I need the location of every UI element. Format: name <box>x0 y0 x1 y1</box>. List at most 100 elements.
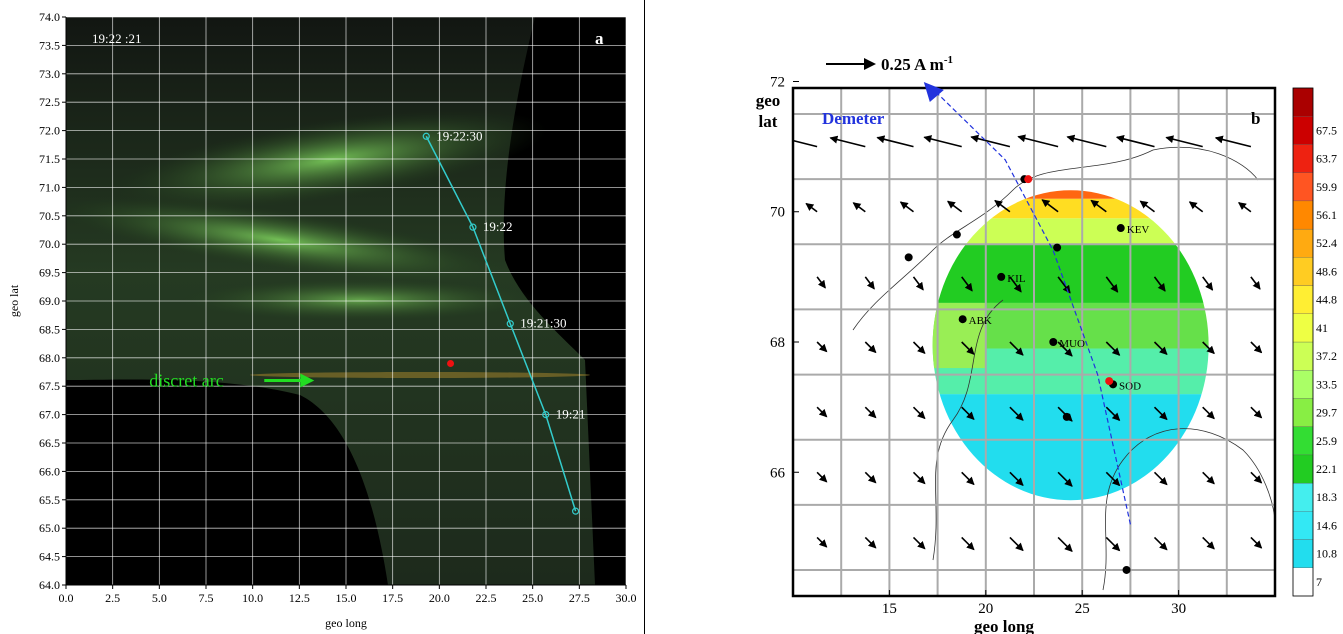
current-vector-arrow <box>864 341 877 354</box>
current-vector-arrow <box>1153 471 1168 486</box>
station-label: KIL <box>1007 273 1026 285</box>
colorbar-segment <box>1292 426 1314 456</box>
colorbar-tick-label: 63.7 <box>1316 152 1337 166</box>
colorbar-tick-label: 33.5 <box>1316 377 1337 391</box>
red-station-point <box>1024 175 1033 184</box>
scale-arrow-head <box>864 58 876 70</box>
current-vector-arrow <box>912 341 926 354</box>
y-tick-label: 73.5 <box>39 38 60 52</box>
y-tick-label: 70.0 <box>39 237 60 251</box>
colorbar-segment <box>1292 341 1314 371</box>
track-point <box>469 223 477 231</box>
colorbar-segment <box>1292 313 1314 343</box>
current-vector-arrow <box>961 276 973 292</box>
coastline <box>852 146 1275 591</box>
current-vector-arrow <box>1057 276 1071 294</box>
satellite-track-line <box>425 135 577 512</box>
current-vector-arrow <box>829 135 866 148</box>
current-vector-arrow <box>1188 201 1204 213</box>
x-tick-label: 20.0 <box>429 591 450 605</box>
current-vector-arrow <box>961 471 975 486</box>
panel-a-chart: 0.0 2.5 5.0 7.5 10.0 12.5 15.0 17.5 20.0 22.5 25.0… <box>7 10 637 630</box>
current-vector-arrow <box>1041 199 1059 213</box>
x-tick-label: 25.0 <box>522 591 543 605</box>
colorbar-tick-label: 52.4 <box>1316 236 1337 250</box>
current-vector-arrow <box>994 199 1011 213</box>
colorbar-tick-label: 56.1 <box>1316 208 1337 222</box>
y-tick-label: 64.0 <box>39 578 60 592</box>
track-arrow-head <box>923 82 944 102</box>
y-tick-label: 65.0 <box>39 521 60 535</box>
y-tick-label: 72.0 <box>39 124 60 138</box>
track-label: Demeter <box>822 109 885 128</box>
y-tick-label: 67.0 <box>39 408 60 422</box>
y-tick-label: 72.5 <box>39 95 60 109</box>
y-tick-label: 67.5 <box>39 379 60 393</box>
colorbar-tick-label: 29.7 <box>1316 406 1337 420</box>
current-vector-arrow <box>1214 135 1252 148</box>
current-vector-arrow <box>1250 341 1263 354</box>
observation-marker <box>447 359 455 367</box>
time-stamp: 19:22 :21 <box>92 31 141 46</box>
colorbar-tick-label: 14.6 <box>1316 518 1337 532</box>
current-vector-arrow <box>1202 406 1215 420</box>
y-tick-label: 68.5 <box>39 322 60 336</box>
colorbar-tick-label: 44.8 <box>1316 293 1337 307</box>
current-vector-arrow <box>1105 341 1121 356</box>
y-tick-label: 68.0 <box>39 351 60 365</box>
current-vector-arrow <box>912 536 926 550</box>
station-label: ABK <box>969 315 992 327</box>
x-tick-label: 10.0 <box>242 591 263 605</box>
y-tick-label: 73.0 <box>39 67 60 81</box>
x-tick-label: 17.5 <box>382 591 403 605</box>
current-vector-arrow <box>805 202 818 213</box>
current-vectors <box>793 134 1263 553</box>
colorbar-segment <box>1292 370 1314 399</box>
y-tick-label: 69.0 <box>39 294 60 308</box>
station-point <box>952 230 961 239</box>
x-tick-label: 15 <box>882 601 897 617</box>
colorbar-tick-label: 41 <box>1316 321 1328 335</box>
station-point <box>1062 412 1071 421</box>
current-vector-arrow <box>852 202 866 213</box>
x-tick-label: 30 <box>1171 601 1186 617</box>
current-vector-arrow <box>970 134 1011 148</box>
x-tick-label: 15.0 <box>336 591 357 605</box>
x-tick-label: 0.0 <box>59 591 74 605</box>
current-vector-arrow <box>1066 134 1107 148</box>
current-vector-arrow <box>1105 406 1121 422</box>
current-vector-arrow <box>1202 276 1214 291</box>
current-vector-arrow <box>1165 135 1203 148</box>
current-vector-arrow <box>1153 341 1168 356</box>
current-vector-arrow <box>816 341 828 353</box>
current-vector-arrow <box>816 536 828 548</box>
current-vector-arrow <box>1153 536 1168 551</box>
x-tick-label: 27.5 <box>569 591 590 605</box>
colorbar-segment <box>1292 116 1314 145</box>
current-vector-arrow <box>912 406 926 420</box>
colorbar-tick-label: 37.2 <box>1316 349 1337 363</box>
current-vector-arrow <box>816 471 828 483</box>
current-vector-arrow <box>1057 471 1073 487</box>
x-tick-label: 7.5 <box>199 591 214 605</box>
station-point <box>958 315 967 324</box>
current-vector-arrow <box>793 139 818 148</box>
arc-annotation-arrow-head <box>300 373 315 388</box>
track-point <box>571 507 580 515</box>
y-tick-label: 64.5 <box>39 550 60 564</box>
current-vector-arrow <box>864 536 877 549</box>
current-vector-arrow <box>1009 406 1024 421</box>
current-vector-arrow <box>1202 536 1215 550</box>
y-tick-label: 69.5 <box>39 266 60 280</box>
station-label: MUO <box>1059 338 1085 350</box>
colorbar-segment <box>1292 511 1314 540</box>
track-time-label: 19:21 <box>556 407 586 422</box>
station-point <box>904 253 913 262</box>
current-vector-arrow <box>1250 471 1263 484</box>
colorbar-segment <box>1292 285 1314 314</box>
current-vector-arrow <box>1009 471 1024 487</box>
current-vector-arrow <box>1202 471 1215 485</box>
colorbar-segment <box>1292 398 1314 427</box>
colorbar-segment <box>1292 87 1314 117</box>
y-tick-label: 71.5 <box>39 152 60 166</box>
